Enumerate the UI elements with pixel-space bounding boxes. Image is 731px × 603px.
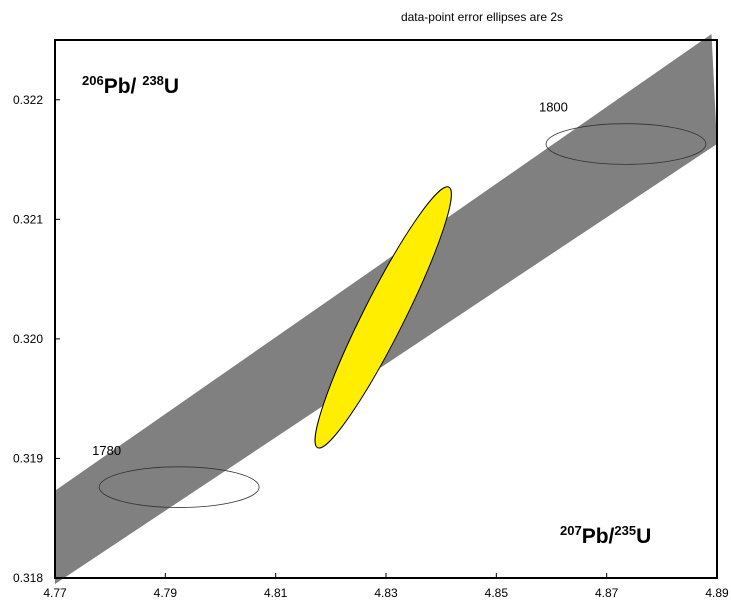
y-label-sup-2: 238 [142,73,164,88]
tick-layer: 4.77 4.79 4.81 4.83 4.85 4.87 4.89 0.318 0.319 0.… [13,93,729,600]
age-marker-ellipse [98,466,260,508]
y-label-base-1: Pb/ [104,75,143,98]
y-tick-label: 0.320 [13,332,43,346]
x-tick-label: 4.79 [154,586,178,600]
data-point-ellipse [314,186,452,449]
age-marker-label: 1800 [539,100,568,115]
x-label-base-2: U [636,525,651,548]
x-tick-label: 4.77 [43,586,67,600]
x-label-sup-2: 235 [614,523,636,538]
age-marker-layer: 1780 1800 [92,100,707,508]
y-tick-label: 0.321 [13,212,43,226]
x-label-sup-1: 207 [560,523,582,538]
y-tick-label: 0.319 [13,451,43,465]
x-tick-label: 4.89 [705,586,729,600]
x-tick-label: 4.83 [374,586,398,600]
age-marker-label: 1780 [92,443,121,458]
y-tick-label: 0.322 [13,93,43,107]
chart-title: data-point error ellipses are 2s [401,10,563,24]
x-label-base-1: Pb/ [582,525,615,548]
x-tick-label: 4.87 [595,586,619,600]
x-axis-ratio-label: 207Pb/235U [560,523,651,548]
y-tick-label: 0.318 [13,571,43,585]
x-tick-label: 4.85 [485,586,509,600]
data-ellipse-layer [314,186,452,449]
y-label-base-2: U [164,75,179,98]
y-axis-ratio-label: 206Pb/ 238U [82,73,179,98]
age-marker-ellipse [545,123,707,165]
y-label-sup-1: 206 [82,73,104,88]
x-tick-label: 4.81 [264,586,288,600]
